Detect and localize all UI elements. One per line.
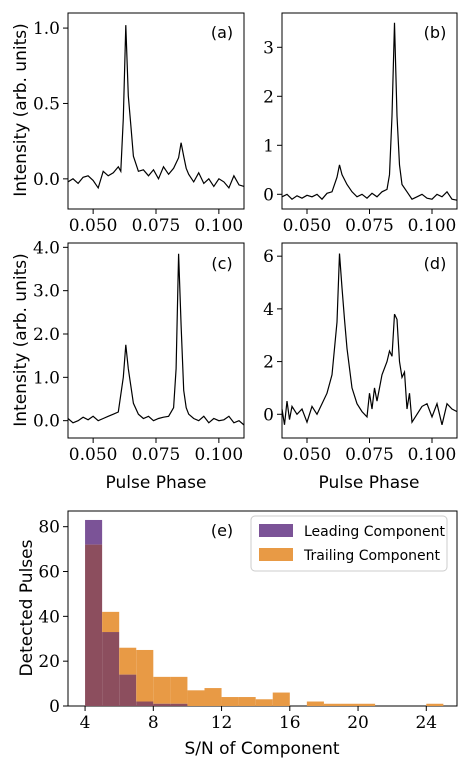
legend-swatch-leading [259,524,293,537]
panel-a-label: (a) [211,23,233,42]
panel-e-plot: 4 8 12 16 20 24 0 20 40 60 80 [38,518,444,733]
bar-overlap-0 [85,544,103,706]
panel-d-trace [281,253,458,425]
panel-b-plot: 0.050 0.075 0.100 0 1 2 3 [263,22,458,236]
panel-c-ytick-label-0: 0.0 [33,412,60,432]
panel-c-xlabel: Pulse Phase [106,473,207,493]
bar-trailing-3 [136,649,154,702]
panel-d-ytick-label-2: 4 [263,300,274,320]
bar-trailing-14 [323,703,341,706]
panel-b-ytick-label-3: 3 [263,38,274,58]
panel-b-label: (b) [424,23,447,42]
panel-d-ytick-label-1: 2 [263,353,274,373]
panel-d-ytick-label-0: 0 [263,405,274,425]
panel-a-ytick-label-2: 1.0 [33,19,60,39]
bar-trailing-13 [306,701,324,706]
panel-b-ytick-label-0: 0 [263,185,274,205]
panel-a-plot: 0.050 0.075 0.100 0.0 0.5 1.0 [33,19,245,236]
bar-trailing-16 [358,703,376,706]
bar-trailing-5 [170,676,188,704]
panel-d-ytick-label-3: 6 [263,247,274,267]
panel-e-ytick-label-4: 80 [38,518,60,538]
panel-d-xtick-label-0: 0.050 [283,445,332,465]
panel-a-xtick-label-2: 0.100 [195,216,244,236]
bar-trailing-15 [340,703,359,706]
bar-trailing-10 [255,699,273,706]
panel-e-ytick-label-0: 0 [49,697,60,717]
panel-a-xtick-label-1: 0.075 [132,216,181,236]
panel-b-frame [281,12,458,210]
panel-e-ytick-label-1: 20 [38,652,60,672]
panel-c-xtick-label-1: 0.075 [132,445,181,465]
bar-trailing-20 [426,703,444,706]
panel-a-ylabel: Intensity (arb. units) [11,23,31,196]
panel-e-label: (e) [211,521,233,540]
legend-label-leading: Leading Component [304,524,446,540]
bar-overlap-5 [170,703,188,706]
panel-d-xlabel: Pulse Phase [319,473,420,493]
panel-c-ytick-label-1: 1.0 [33,368,60,388]
bar-overlap-4 [153,703,171,706]
panel-c-xtick-label-0: 0.050 [69,445,118,465]
panel-c-trace [67,253,245,426]
panel-e-xtick-label-2: 12 [211,713,233,733]
panel-e-ytick-label-2: 40 [38,607,60,627]
bar-trailing-2 [119,647,137,675]
bar-leading-0 [85,519,103,545]
panel-a-ytick-label-0: 0.0 [33,170,60,190]
panel-b-xtick-label-1: 0.075 [345,216,394,236]
legend-box [250,515,448,572]
panel-e-xtick-label-0: 4 [80,713,91,733]
panel-a-xtick-label-0: 0.050 [69,216,118,236]
panel-e-xtick-label-1: 8 [148,713,159,733]
bar-overlap-1 [102,632,120,706]
panel-b-trace [281,22,458,201]
bar-trailing-7 [204,688,222,706]
panel-c-label: (c) [211,254,232,273]
panel-c-ytick-label-4: 4.0 [33,238,60,258]
panel-a-frame [67,12,245,210]
panel-d-xtick-label-1: 0.075 [345,445,394,465]
panel-d-xtick-label-2: 0.100 [408,445,457,465]
bar-overlap-2 [119,674,137,706]
panel-a-ytick-label-1: 0.5 [33,94,60,114]
panel-c-ytick-label-2: 2.0 [33,325,60,345]
bar-trailing-11 [272,692,290,706]
panel-b-xtick-label-2: 0.100 [408,216,457,236]
bar-trailing-9 [238,697,256,706]
legend-swatch-trailing [259,548,293,561]
panel-b-ytick-label-2: 2 [263,87,274,107]
panel-e-xtick-label-3: 16 [279,713,301,733]
panel-c-ytick-label-3: 3.0 [33,282,60,302]
legend: Leading Component Trailing Component [250,515,448,572]
panel-e-ylabel: Detected Pulses [17,539,37,676]
bar-trailing-8 [221,697,239,706]
panel-d-label: (d) [424,254,447,273]
bar-trailing-1 [102,611,120,633]
panel-d-plot: 0.050 0.075 0.100 0 2 4 6 [263,247,458,465]
bar-trailing-4 [153,676,171,704]
panel-c-ylabel: Intensity (arb. units) [11,253,31,426]
bar-overlap-3 [136,701,154,706]
panel-e-xtick-label-4: 20 [347,713,369,733]
panel-c-plot: 0.050 0.075 0.100 0.0 1.0 2.0 3.0 4.0 [33,238,245,465]
panel-b-ytick-label-1: 1 [263,136,274,156]
panel-e-xlabel: S/N of Component [184,739,339,759]
panel-c-xtick-label-2: 0.100 [195,445,244,465]
legend-label-trailing: Trailing Component [303,548,440,564]
panel-b-xtick-label-0: 0.050 [283,216,332,236]
bar-trailing-6 [187,690,205,706]
panel-e-xtick-label-5: 24 [415,713,437,733]
panel-e-ytick-label-3: 60 [38,563,60,583]
panel-a-trace [67,25,245,190]
